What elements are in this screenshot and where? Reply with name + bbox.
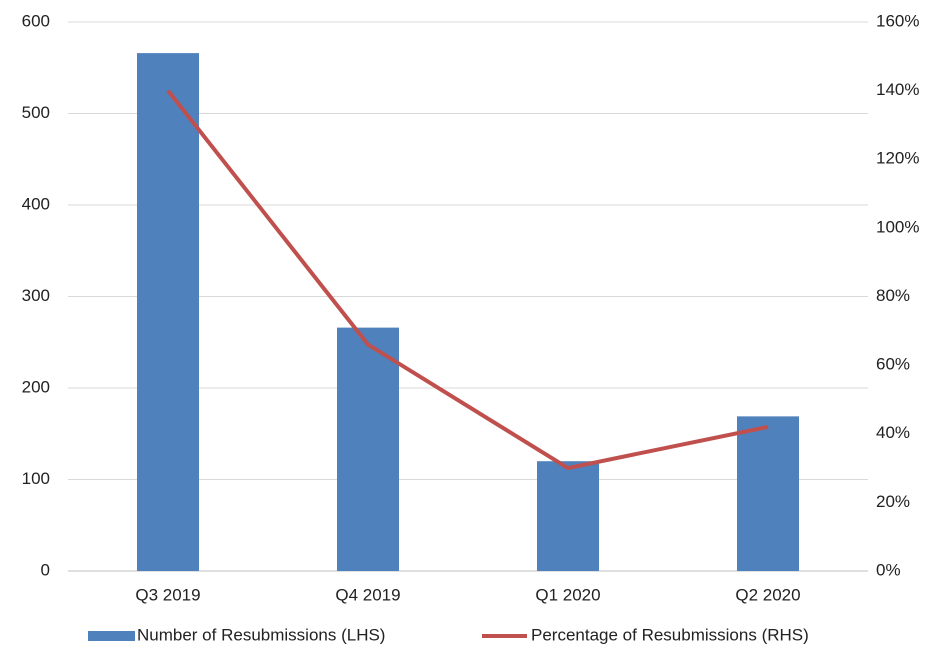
bar [537, 461, 599, 571]
y2-tick-label: 160% [876, 11, 919, 30]
y2-tick-label: 100% [876, 217, 919, 236]
y2-tick-label: 120% [876, 149, 919, 168]
legend-label: Number of Resubmissions (LHS) [137, 625, 385, 644]
legend-label: Percentage of Resubmissions (RHS) [531, 625, 809, 644]
y-tick-label: 600 [22, 11, 50, 30]
y-tick-label: 200 [22, 377, 50, 396]
y-tick-label: 100 [22, 469, 50, 488]
bar [137, 53, 199, 572]
y2-tick-label: 80% [876, 286, 910, 305]
y-tick-label: 0 [41, 560, 50, 579]
y2-tick-label: 20% [876, 492, 910, 511]
y2-tick-label: 60% [876, 355, 910, 374]
x-tick-label: Q1 2020 [535, 585, 600, 604]
y2-tick-label: 0% [876, 560, 901, 579]
y2-tick-label: 140% [876, 80, 919, 99]
y-tick-label: 500 [22, 103, 50, 122]
y2-tick-label: 40% [876, 423, 910, 442]
bar [337, 327, 399, 571]
x-tick-label: Q4 2019 [335, 585, 400, 604]
legend-swatch [88, 631, 135, 641]
y-tick-label: 300 [22, 286, 50, 305]
x-tick-label: Q3 2019 [135, 585, 200, 604]
bar [737, 416, 799, 571]
line [166, 89, 769, 471]
y-tick-label: 400 [22, 194, 50, 213]
x-tick-label: Q2 2020 [735, 585, 800, 604]
